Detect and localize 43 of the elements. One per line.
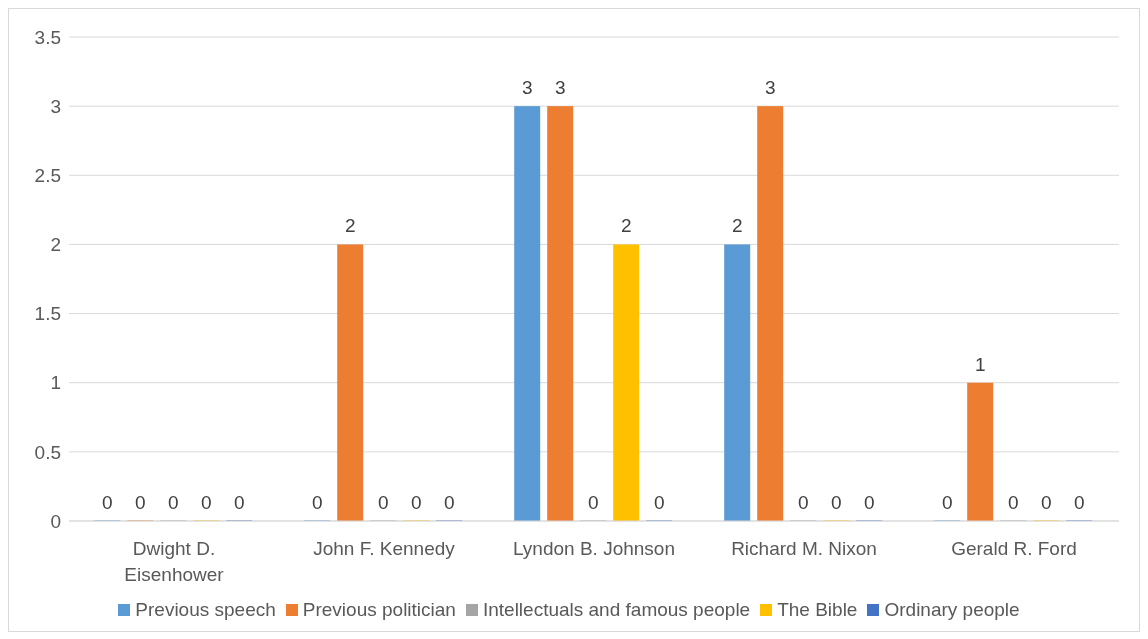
data-label: 0 bbox=[1040, 492, 1052, 513]
data-label: 0 bbox=[167, 492, 179, 513]
y-tick-label: 1 bbox=[50, 372, 61, 394]
data-label: 0 bbox=[941, 492, 953, 513]
y-tick-label: 0.5 bbox=[34, 441, 61, 463]
legend-label: Previous politician bbox=[302, 599, 456, 621]
y-tick-label: 1.5 bbox=[34, 303, 61, 325]
data-label: 3 bbox=[521, 77, 533, 99]
data-label: 0 bbox=[830, 492, 842, 513]
legend-label: Ordinary people bbox=[884, 599, 1020, 621]
legend-label: Previous speech bbox=[135, 599, 276, 621]
data-label: 2 bbox=[344, 215, 356, 237]
x-tick-label: Gerald R. Ford bbox=[951, 538, 1077, 559]
data-label: 2 bbox=[620, 215, 632, 237]
legend-label: The Bible bbox=[777, 599, 858, 621]
data-label: 3 bbox=[554, 77, 566, 99]
y-tick-label: 2.5 bbox=[34, 165, 61, 187]
x-tick-label: Richard M. Nixon bbox=[731, 538, 877, 559]
data-label: 0 bbox=[443, 492, 455, 513]
y-tick-label: 3 bbox=[50, 95, 61, 117]
x-tick-label: Lyndon B. Johnson bbox=[513, 538, 675, 559]
data-label: 1 bbox=[974, 353, 986, 375]
data-label: 0 bbox=[233, 492, 245, 513]
data-label: 0 bbox=[377, 492, 389, 513]
data-label: 0 bbox=[1007, 492, 1019, 513]
x-tick-label: Dwight D. Eisenhower bbox=[124, 538, 225, 585]
y-tick-label: 0 bbox=[50, 510, 61, 532]
data-label: 0 bbox=[653, 492, 665, 513]
data-label: 0 bbox=[134, 492, 146, 513]
data-label: 3 bbox=[764, 77, 776, 99]
data-label: 0 bbox=[1073, 492, 1085, 513]
legend-label: Intellectuals and famous people bbox=[482, 599, 751, 621]
y-tick-label: 2 bbox=[50, 234, 61, 256]
data-label: 0 bbox=[200, 492, 212, 513]
data-label: 0 bbox=[311, 492, 323, 513]
x-tick-label: John F. Kennedy bbox=[313, 538, 456, 559]
data-label: 0 bbox=[101, 492, 113, 513]
data-label: 0 bbox=[863, 492, 875, 513]
data-label: 0 bbox=[410, 492, 422, 513]
y-tick-label: 3.5 bbox=[34, 26, 61, 48]
data-label: 0 bbox=[587, 492, 599, 513]
data-label: 0 bbox=[797, 492, 809, 513]
data-label: 2 bbox=[731, 215, 743, 237]
